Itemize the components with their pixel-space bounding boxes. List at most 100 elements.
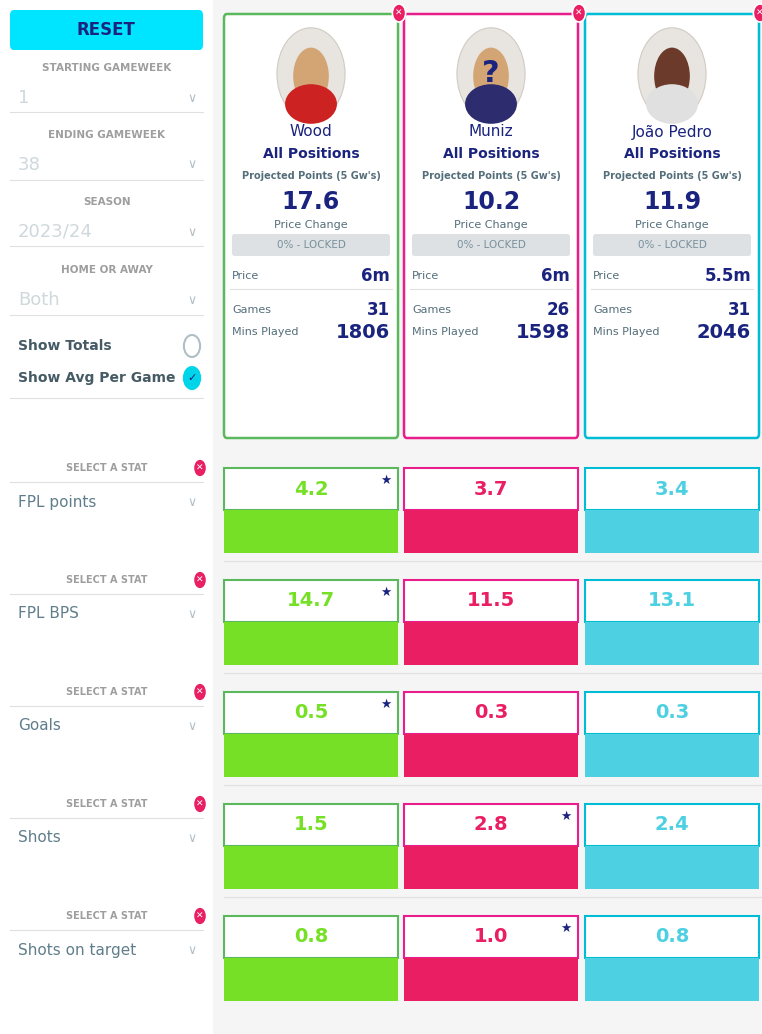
Text: ★: ★ [560, 921, 572, 935]
Text: ∨: ∨ [187, 831, 197, 845]
Text: RESET: RESET [76, 21, 136, 39]
Text: ✕: ✕ [197, 688, 203, 697]
Bar [404, 846, 578, 889]
Bar [585, 957, 759, 1001]
Text: 31: 31 [728, 301, 751, 320]
Text: Price Change: Price Change [454, 220, 528, 230]
Text: 1.5: 1.5 [293, 816, 328, 834]
Text: Price: Price [412, 271, 439, 281]
Text: ✕: ✕ [756, 8, 762, 18]
Circle shape [194, 795, 207, 813]
Bar [404, 622, 578, 665]
Circle shape [457, 28, 525, 120]
FancyBboxPatch shape [404, 14, 578, 438]
Text: Games: Games [232, 305, 271, 315]
Ellipse shape [293, 48, 329, 104]
Bar [404, 580, 578, 622]
Bar [404, 468, 578, 510]
Bar [0, 0, 213, 1034]
Text: Price Change: Price Change [274, 220, 347, 230]
Text: Show Totals: Show Totals [18, 339, 111, 353]
Text: Mins Played: Mins Played [232, 327, 299, 337]
Text: ✕: ✕ [197, 799, 203, 809]
Bar [585, 580, 759, 622]
FancyBboxPatch shape [585, 14, 759, 438]
Bar [224, 804, 398, 846]
Circle shape [194, 459, 207, 477]
Text: ✓: ✓ [187, 373, 197, 383]
Circle shape [392, 4, 405, 22]
Text: Mins Played: Mins Played [593, 327, 659, 337]
Text: ∨: ∨ [187, 158, 197, 172]
Text: 6m: 6m [541, 267, 570, 285]
FancyBboxPatch shape [593, 234, 751, 256]
Bar [224, 916, 398, 957]
Text: João Pedro: João Pedro [632, 124, 712, 140]
Text: 0.5: 0.5 [294, 703, 328, 723]
Text: ✕: ✕ [197, 576, 203, 584]
Circle shape [277, 28, 345, 120]
Text: ✕: ✕ [575, 8, 583, 18]
Bar [585, 622, 759, 665]
Text: All Positions: All Positions [623, 147, 720, 161]
Circle shape [572, 4, 586, 22]
Bar [224, 622, 398, 665]
Bar [585, 916, 759, 957]
Bar [224, 846, 398, 889]
Text: ★: ★ [560, 810, 572, 822]
Text: ✕: ✕ [197, 463, 203, 473]
Circle shape [194, 571, 207, 589]
Text: 1.0: 1.0 [474, 927, 508, 946]
Text: 5.5m: 5.5m [704, 267, 751, 285]
Text: ∨: ∨ [187, 294, 197, 306]
Bar [404, 510, 578, 553]
Bar [404, 692, 578, 734]
Bar [585, 804, 759, 846]
Bar [224, 734, 398, 777]
Bar [585, 846, 759, 889]
Bar [224, 692, 398, 734]
Text: 26: 26 [547, 301, 570, 320]
Text: 6m: 6m [361, 267, 390, 285]
Text: ✕: ✕ [395, 8, 403, 18]
Text: 4.2: 4.2 [293, 480, 328, 498]
Text: Shots: Shots [18, 830, 61, 846]
Circle shape [184, 367, 200, 389]
Bar [404, 916, 578, 957]
Text: Projected Points (5 Gw's): Projected Points (5 Gw's) [242, 171, 380, 181]
Text: Wood: Wood [290, 124, 332, 140]
Text: 0% - LOCKED: 0% - LOCKED [456, 240, 526, 250]
Text: ★: ★ [380, 585, 392, 599]
Text: ∨: ∨ [187, 225, 197, 239]
Text: 1806: 1806 [336, 323, 390, 341]
Text: SELECT A STAT: SELECT A STAT [66, 463, 148, 473]
Text: All Positions: All Positions [263, 147, 360, 161]
Text: HOME OR AWAY: HOME OR AWAY [61, 265, 153, 275]
Text: Projected Points (5 Gw's): Projected Points (5 Gw's) [603, 171, 741, 181]
Text: Games: Games [412, 305, 451, 315]
Text: Price: Price [593, 271, 620, 281]
Circle shape [754, 4, 762, 22]
Text: 31: 31 [367, 301, 390, 320]
Text: 10.2: 10.2 [462, 190, 520, 214]
Ellipse shape [646, 84, 698, 124]
Bar [585, 468, 759, 510]
Text: Show Avg Per Game: Show Avg Per Game [18, 371, 175, 385]
Text: ENDING GAMEWEEK: ENDING GAMEWEEK [49, 130, 165, 140]
FancyBboxPatch shape [412, 234, 570, 256]
Text: 17.6: 17.6 [282, 190, 340, 214]
Text: ∨: ∨ [187, 943, 197, 956]
Bar [224, 957, 398, 1001]
Text: Price: Price [232, 271, 259, 281]
FancyBboxPatch shape [232, 234, 390, 256]
Text: STARTING GAMEWEEK: STARTING GAMEWEEK [43, 63, 171, 73]
Text: 2.4: 2.4 [655, 816, 690, 834]
Text: Both: Both [18, 291, 59, 309]
Ellipse shape [473, 48, 509, 104]
Text: SELECT A STAT: SELECT A STAT [66, 799, 148, 809]
Ellipse shape [465, 84, 517, 124]
Text: 3.7: 3.7 [474, 480, 508, 498]
Text: SELECT A STAT: SELECT A STAT [66, 687, 148, 697]
Text: 3.4: 3.4 [655, 480, 690, 498]
Bar [585, 734, 759, 777]
